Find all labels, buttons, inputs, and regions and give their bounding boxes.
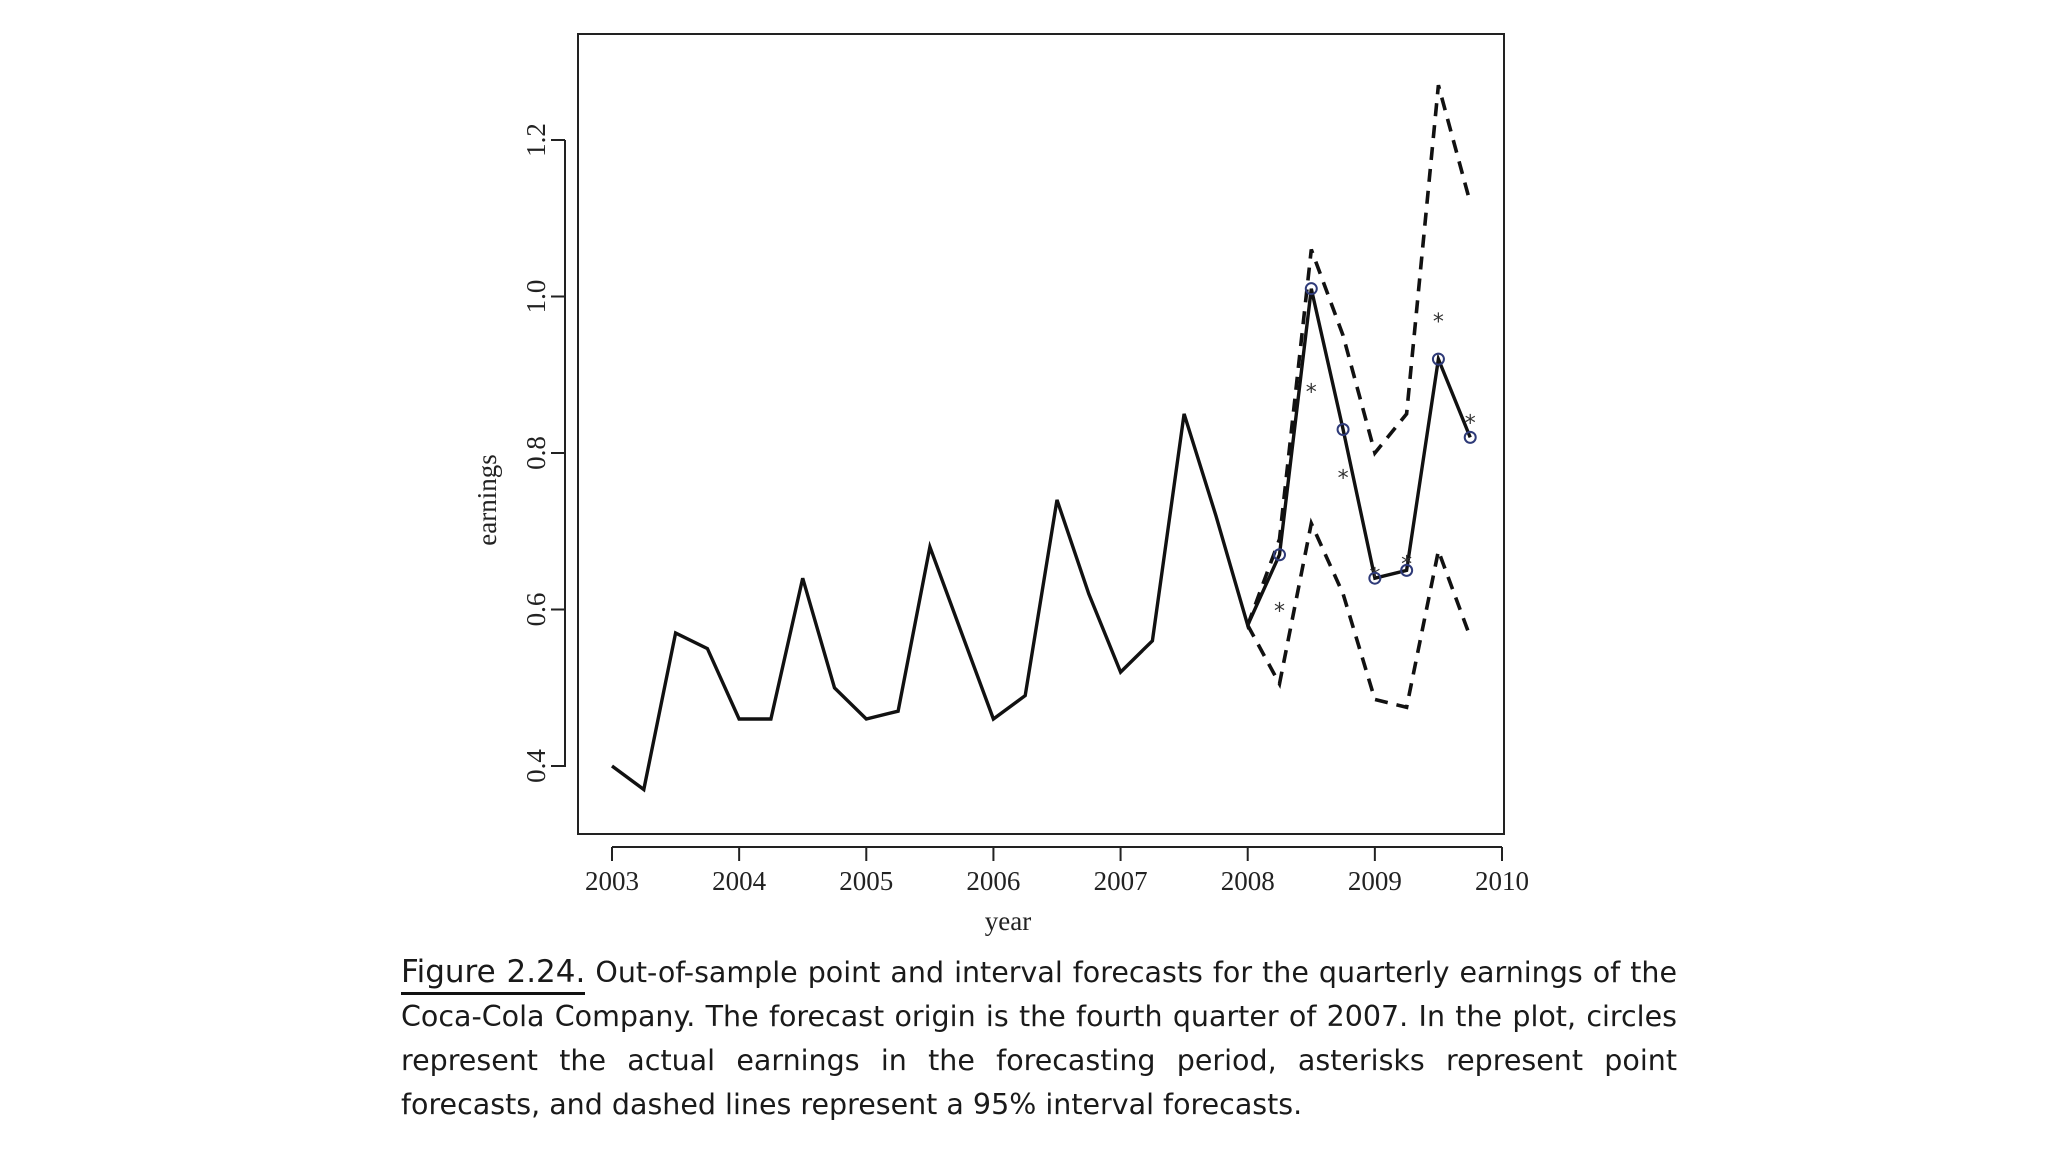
y-tick-label: 1.0: [521, 280, 551, 314]
x-tick-label: 2006: [966, 866, 1020, 896]
actual-earnings-circle: [1304, 282, 1318, 296]
caption-text: Out-of-sample point and interval forecas…: [401, 956, 1677, 1121]
x-axis-label: year: [985, 906, 1031, 936]
y-tick-label: 0.8: [521, 436, 551, 470]
x-tick-label: 2010: [1475, 866, 1529, 896]
y-tick-label: 0.6: [521, 593, 551, 627]
figure-label: Figure 2.24.: [401, 954, 586, 995]
actual-earnings-circle: [1463, 430, 1477, 444]
x-ticks: 2003 2004 2005 2006 2007 2008 2009 2010: [585, 847, 1529, 896]
point-forecast-asterisk: *: [1369, 564, 1380, 589]
earnings-line: [610, 288, 1472, 793]
actual-earnings-circle: [1273, 548, 1286, 562]
point-forecast-asterisk: *: [1338, 466, 1349, 491]
x-tick-label: 2004: [712, 866, 767, 896]
point-forecast-asterisk: *: [1274, 600, 1285, 625]
x-tick-label: 2009: [1348, 866, 1402, 896]
x-tick-label: 2003: [585, 866, 639, 896]
point-forecast-asterisk: *: [1465, 412, 1476, 437]
actual-earnings-circle: [1368, 571, 1382, 585]
actual-earnings-circle: [1400, 563, 1414, 577]
point-forecast-asterisk: *: [1306, 380, 1317, 405]
figure-caption: Figure 2.24. Out-of-sample point and int…: [401, 950, 1677, 1127]
series-layer: **** ***: [610, 84, 1477, 793]
chart: 2003 2004 2005 2006 2007 2008 2009 2010 0.40.60…: [472, 33, 1529, 936]
x-tick-label: 2007: [1094, 866, 1148, 896]
y-tick-label: 1.2: [521, 123, 551, 157]
point-forecast-asterisk: *: [1433, 310, 1444, 335]
actual-earnings-circle: [1336, 423, 1350, 437]
actual-earnings-circle: [1431, 352, 1445, 366]
y-tick-label: 0.4: [521, 749, 551, 783]
upper-95-interval-line: [1246, 84, 1472, 626]
x-tick-label: 2008: [1221, 866, 1275, 896]
y-ticks: 0.4 0.6 0.8 1.0 1.2: [521, 123, 565, 783]
lower-95-interval-line: [1246, 517, 1472, 710]
plot-frame: [577, 33, 1505, 835]
y-axis-label: earnings: [472, 454, 502, 545]
x-tick-label: 2005: [839, 866, 893, 896]
